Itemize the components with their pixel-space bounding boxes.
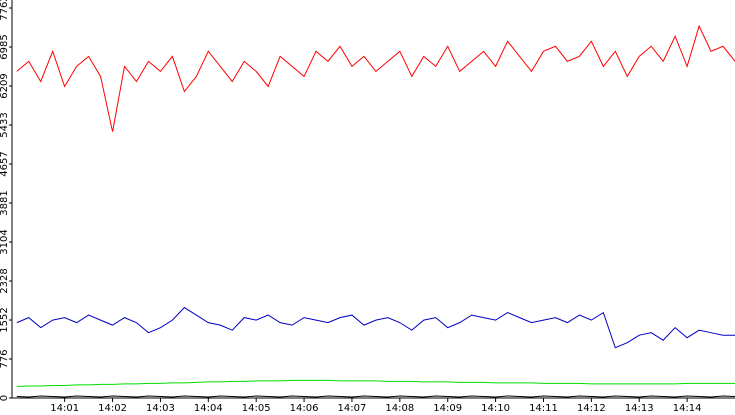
x-tick-label: 14:01 (50, 403, 79, 414)
x-tick-label: 14:11 (529, 403, 558, 414)
y-tick-label: 3881 (0, 190, 10, 215)
x-tick-label: 14:06 (290, 403, 319, 414)
y-tick-label: 776 (0, 349, 10, 368)
series-line (16, 24, 735, 132)
x-tick-label: 14:04 (194, 403, 223, 414)
y-tick-label: 5433 (0, 112, 10, 137)
y-tick-label: 7762 (0, 0, 10, 21)
x-tick-label: 14:13 (625, 403, 654, 414)
y-tick-label: 2328 (0, 268, 10, 293)
x-tick-label: 14:12 (577, 403, 606, 414)
y-tick-label: 0 (0, 395, 10, 401)
x-tick-label: 14:09 (433, 403, 462, 414)
series-line (16, 395, 735, 398)
x-tick-label: 14:05 (242, 403, 271, 414)
x-tick-label: 14:02 (98, 403, 127, 414)
series-line (16, 306, 735, 349)
x-tick-label: 14:14 (673, 403, 702, 414)
series-line (16, 379, 735, 387)
x-tick-label: 14:07 (338, 403, 367, 414)
y-tick-label: 4657 (0, 151, 10, 176)
y-tick-label: 1552 (0, 307, 10, 332)
x-tick-label: 14:08 (385, 403, 414, 414)
y-tick-label: 6209 (0, 73, 10, 98)
y-tick-label: 6985 (0, 34, 10, 59)
x-tick-label: 14:03 (146, 403, 175, 414)
y-tick-label: 3104 (0, 229, 10, 254)
x-tick-label: 14:10 (481, 403, 510, 414)
